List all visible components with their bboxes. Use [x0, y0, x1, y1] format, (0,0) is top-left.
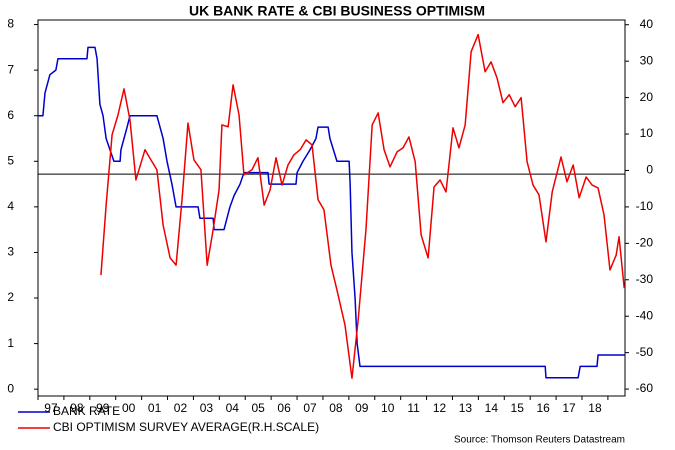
x-tick-label: 06: [277, 401, 291, 415]
x-tick-label: 07: [303, 401, 317, 415]
y-tick-label: 8: [7, 17, 14, 31]
y2-tick-label: -10: [636, 199, 654, 213]
x-tick-label: 13: [459, 401, 473, 415]
y-tick-label: 0: [7, 381, 14, 395]
y-tick-label: 2: [7, 290, 14, 304]
x-tick-label: 11: [407, 401, 420, 415]
x-tick-label: 08: [329, 401, 343, 415]
y2-tick-label: 10: [640, 126, 654, 140]
y-tick-label: 6: [7, 108, 14, 122]
y2-tick-label: -40: [636, 308, 654, 322]
x-tick-label: 99: [96, 401, 110, 415]
y-tick-label: 5: [7, 153, 14, 167]
x-tick-label: 04: [226, 401, 240, 415]
x-tick-label: 17: [562, 401, 576, 415]
y-tick-label: 3: [7, 245, 14, 259]
y2-tick-label: -30: [636, 272, 654, 286]
chart-title: UK BANK RATE & CBI BUSINESS OPTIMISM: [189, 3, 485, 19]
legend-label: BANK RATE: [53, 404, 120, 418]
x-tick-label: 02: [174, 401, 188, 415]
x-tick-label: 15: [511, 401, 525, 415]
y2-tick-label: 0: [646, 163, 653, 177]
y-tick-label: 7: [7, 62, 14, 76]
x-tick-label: 05: [252, 401, 266, 415]
y2-tick-label: 40: [640, 17, 654, 31]
source: Source: Thomson Reuters Datastream: [454, 435, 625, 446]
y-tick-label: 1: [7, 336, 14, 350]
y2-tick-label: -20: [636, 236, 654, 250]
x-tick-label: 14: [485, 401, 499, 415]
y2-tick-label: 30: [640, 53, 654, 67]
x-tick-label: 03: [200, 401, 214, 415]
series-line: [100, 33, 625, 379]
x-tick-label: 09: [355, 401, 369, 415]
x-tick-label: 01: [148, 401, 162, 415]
x-tick-label: 18: [588, 401, 602, 415]
plot-frame: [37, 19, 626, 397]
series-line: [38, 46, 625, 379]
x-tick-label: 10: [381, 401, 395, 415]
y2-tick-label: -50: [636, 345, 654, 359]
y-tick-label: 4: [7, 199, 14, 213]
legend-label: CBI OPTIMISM SURVEY AVERAGE(R.H.SCALE): [53, 420, 319, 434]
y2-tick-label: 20: [640, 90, 654, 104]
x-tick-label: 12: [433, 401, 447, 415]
x-tick-label: 98: [70, 401, 84, 415]
x-tick-label: 16: [536, 401, 550, 415]
y2-tick-label: -60: [636, 381, 654, 395]
x-tick-label: 00: [122, 401, 136, 415]
